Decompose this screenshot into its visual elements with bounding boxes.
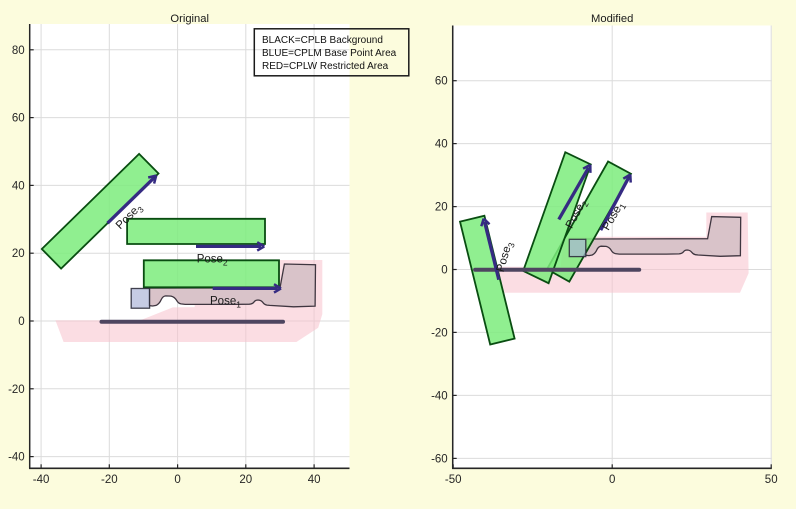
svg-text:80: 80: [12, 45, 25, 57]
svg-text:20: 20: [435, 202, 448, 214]
svg-text:0: 0: [18, 316, 24, 328]
svg-text:40: 40: [435, 139, 448, 151]
svg-text:-40: -40: [33, 474, 50, 486]
svg-text:-20: -20: [101, 474, 118, 486]
svg-text:0: 0: [609, 474, 615, 486]
svg-text:0: 0: [441, 265, 447, 277]
svg-text:-40: -40: [431, 390, 448, 402]
svg-text:60: 60: [435, 76, 448, 88]
svg-text:-60: -60: [431, 453, 448, 465]
svg-text:40: 40: [12, 180, 25, 192]
svg-text:60: 60: [12, 113, 25, 125]
svg-text:40: 40: [308, 474, 321, 486]
svg-text:20: 20: [12, 248, 25, 260]
svg-text:-40: -40: [8, 452, 25, 464]
svg-text:50: 50: [765, 474, 778, 486]
svg-text:-50: -50: [445, 474, 462, 486]
svg-text:20: 20: [239, 474, 252, 486]
svg-text:RED=CPLW Restricted Area: RED=CPLW Restricted Area: [262, 61, 389, 72]
svg-text:0: 0: [174, 474, 180, 486]
svg-text:-20: -20: [431, 327, 448, 339]
svg-text:BLUE=CPLM Base Point Area: BLUE=CPLM Base Point Area: [262, 48, 397, 59]
svg-text:-20: -20: [8, 384, 25, 396]
svg-text:BLACK=CPLB Background: BLACK=CPLB Background: [262, 35, 383, 46]
svg-text:Modified: Modified: [591, 13, 633, 25]
svg-text:Original: Original: [170, 13, 209, 25]
